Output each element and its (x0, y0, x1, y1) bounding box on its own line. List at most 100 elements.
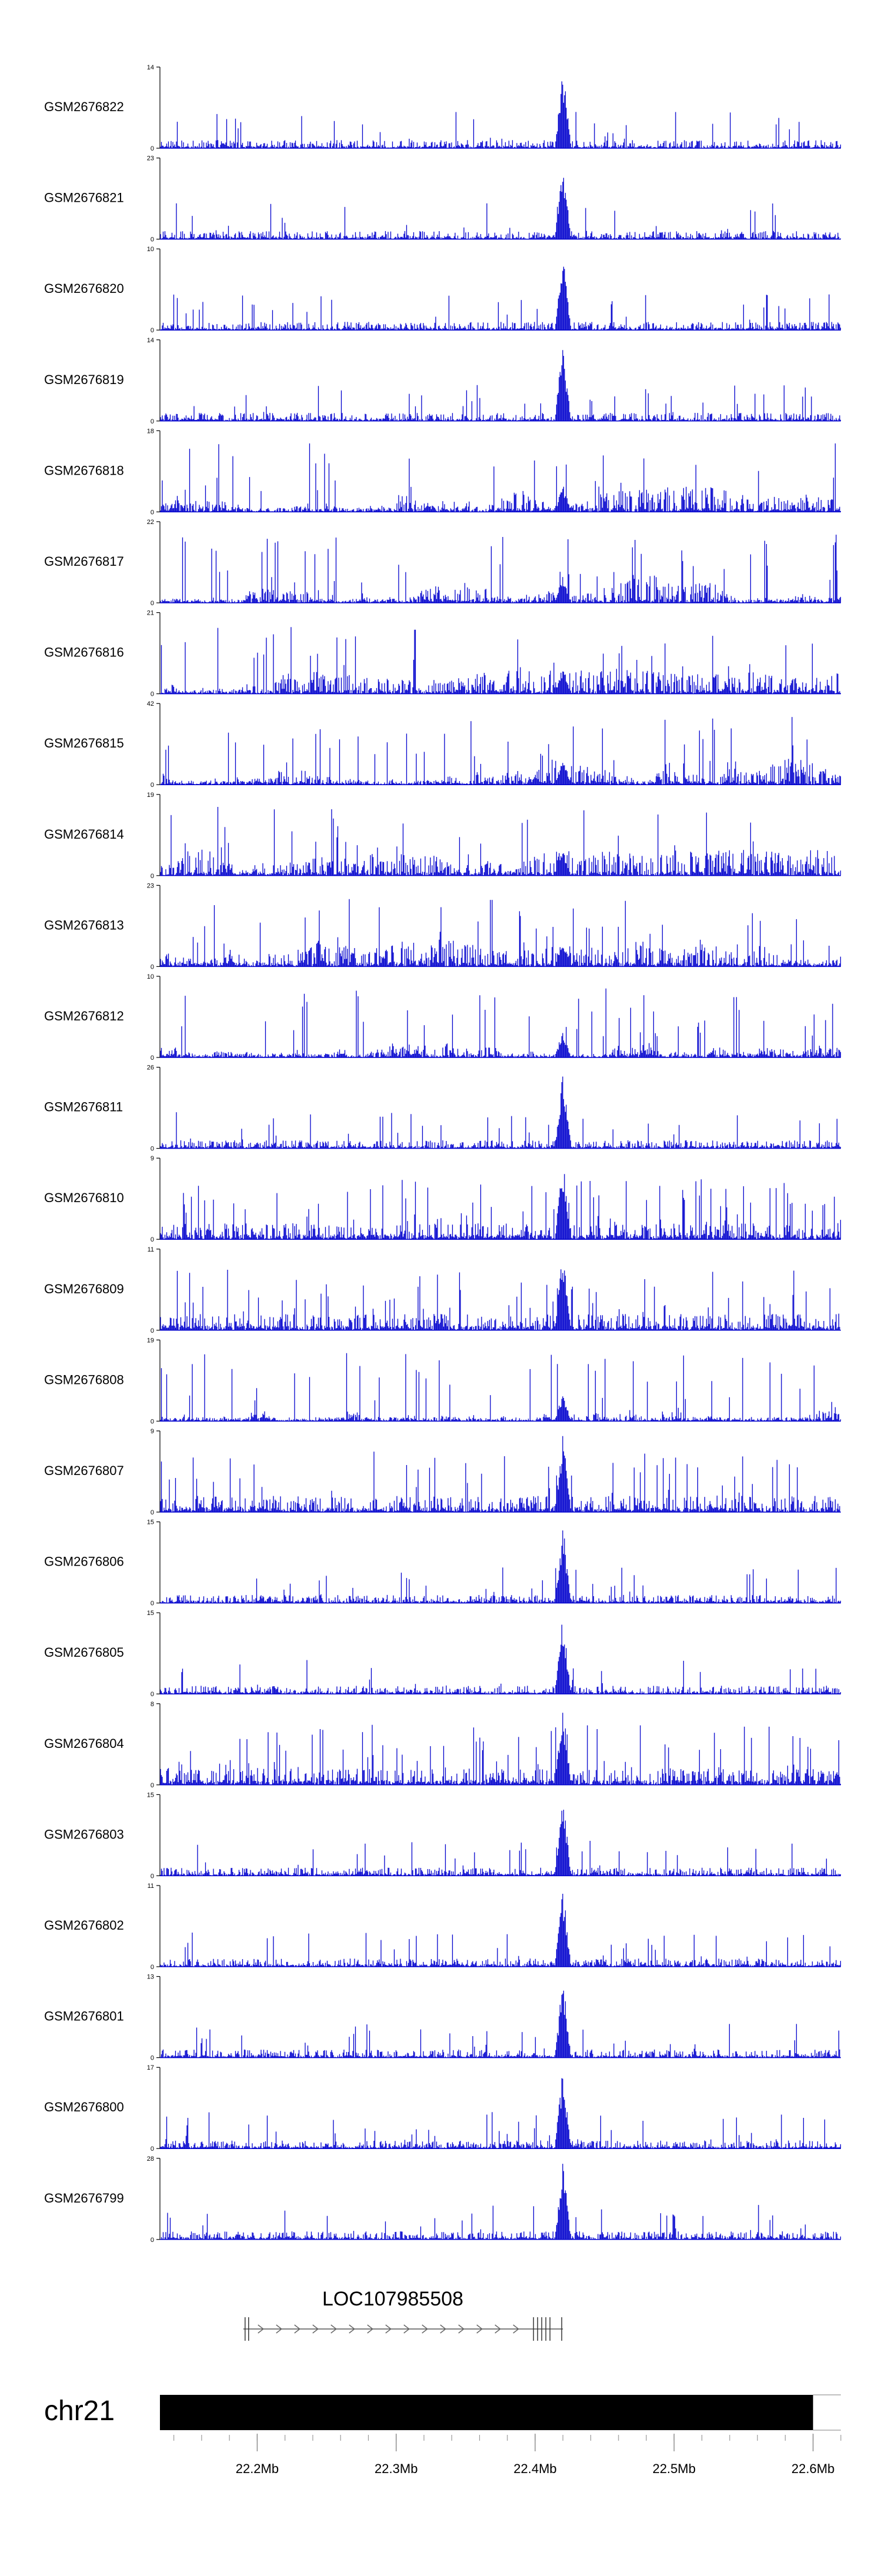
y-max-label: 11 (148, 1883, 154, 1890)
y-max-label: 19 (147, 1337, 154, 1344)
strand-arrow-icon (367, 2324, 374, 2334)
track-GSM2676799: GSM2676799 28 0 (44, 2155, 841, 2244)
y-min-label: 0 (151, 873, 154, 880)
coverage-bars (160, 807, 841, 876)
track-label: GSM2676817 (44, 554, 124, 569)
track-label: GSM2676810 (44, 1190, 124, 1205)
track-GSM2676802: GSM2676802 11 0 (44, 1883, 841, 1971)
track-label: GSM2676800 (44, 2100, 124, 2114)
y-max-label: 10 (147, 973, 154, 980)
y-min-label: 0 (151, 1873, 154, 1880)
coverage-bars (160, 535, 841, 603)
track-label: GSM2676805 (44, 1645, 124, 1660)
y-max-label: 42 (147, 700, 154, 708)
y-min-label: 0 (151, 327, 154, 334)
track-GSM2676803: GSM2676803 15 0 (44, 1791, 841, 1880)
track-label: GSM2676804 (44, 1736, 124, 1751)
y-max-label: 15 (147, 1791, 154, 1798)
y-min-label: 0 (151, 1782, 154, 1789)
track-label: GSM2676806 (44, 1554, 124, 1569)
track-GSM2676812: GSM2676812 10 0 (44, 973, 841, 1062)
track-label: GSM2676818 (44, 463, 124, 478)
track-GSM2676801: GSM2676801 13 0 (44, 1974, 841, 2062)
gene-annotation: LOC107985508 (243, 2288, 563, 2341)
y-max-label: 11 (148, 1246, 154, 1253)
strand-arrow-icon (476, 2324, 483, 2334)
strand-arrow-icon (495, 2324, 502, 2334)
coverage-tracks: GSM2676822140GSM2676821230GSM2676820100G… (44, 64, 841, 2244)
y-min-label: 0 (151, 2145, 154, 2153)
y-min-label: 0 (151, 145, 154, 152)
y-min-label: 0 (151, 1964, 154, 1971)
chromosome-outline (813, 2394, 841, 2431)
track-GSM2676814: GSM2676814 19 0 (44, 792, 841, 880)
track-GSM2676804: GSM2676804 8 0 (44, 1701, 841, 1789)
chromosome-filled-region (160, 2395, 813, 2430)
coverage-bars (160, 350, 841, 421)
y-max-label: 14 (147, 64, 154, 71)
strand-arrow-icon (258, 2324, 265, 2334)
track-GSM2676818: GSM2676818 18 0 (44, 428, 841, 516)
coverage-bars (160, 1894, 841, 1967)
track-GSM2676813: GSM2676813 23 0 (44, 882, 841, 970)
track-GSM2676822: GSM2676822 14 0 (44, 64, 841, 152)
strand-arrow-icon (422, 2324, 429, 2334)
y-max-label: 18 (147, 428, 154, 435)
track-label: GSM2676820 (44, 281, 124, 296)
coverage-bars (160, 81, 841, 148)
strand-arrow-icon (440, 2324, 447, 2334)
y-max-label: 9 (151, 1428, 154, 1435)
y-max-label: 23 (147, 155, 154, 162)
y-max-label: 9 (151, 1155, 154, 1162)
y-max-label: 15 (147, 1610, 154, 1617)
track-label: GSM2676809 (44, 1282, 124, 1296)
genomic-axis: 22.2Mb 22.3Mb 22.4Mb 22.5Mb 22.6Mb (173, 2434, 841, 2476)
coverage-bars (161, 266, 841, 331)
coverage-bars (160, 1810, 841, 1876)
strand-arrow-icon (513, 2324, 520, 2334)
axis-tick-label: 22.6Mb (791, 2461, 834, 2476)
axis-tick-label: 22.4Mb (513, 2461, 556, 2476)
strand-arrow-icon (403, 2324, 410, 2334)
y-min-label: 0 (151, 600, 154, 607)
y-min-label: 0 (151, 1691, 154, 1698)
track-GSM2676809: GSM2676809 11 0 (44, 1246, 841, 1334)
y-max-label: 15 (147, 1519, 154, 1526)
track-label: GSM2676813 (44, 917, 124, 932)
track-GSM2676807: GSM2676807 9 0 (44, 1428, 841, 1516)
track-label: GSM2676815 (44, 736, 124, 750)
coverage-bars (160, 1353, 841, 1422)
coverage-bars (160, 1530, 841, 1603)
y-min-label: 0 (151, 691, 154, 698)
y-min-label: 0 (151, 509, 154, 516)
y-min-label: 0 (151, 1146, 154, 1153)
y-max-label: 17 (147, 2064, 154, 2071)
track-label: GSM2676822 (44, 99, 124, 114)
track-label: GSM2676812 (44, 1009, 124, 1023)
coverage-bars (160, 1174, 841, 1240)
coverage-bars (160, 1713, 841, 1785)
track-GSM2676811: GSM2676811 26 0 (44, 1065, 841, 1153)
track-label: GSM2676803 (44, 1827, 124, 1841)
gene-label: LOC107985508 (322, 2288, 463, 2310)
y-max-label: 14 (147, 337, 154, 344)
y-min-label: 0 (151, 1236, 154, 1243)
strand-arrow-icon (385, 2324, 392, 2334)
track-GSM2676800: GSM2676800 17 0 (44, 2064, 841, 2153)
coverage-bars (160, 1269, 840, 1330)
track-label: GSM2676811 (44, 1100, 123, 1115)
track-label: GSM2676801 (44, 2009, 124, 2024)
track-label: GSM2676821 (44, 191, 124, 205)
coverage-bars (160, 899, 841, 967)
track-label: GSM2676808 (44, 1372, 124, 1387)
coverage-bars (160, 2078, 841, 2149)
coverage-bars (160, 1624, 841, 1694)
y-max-label: 21 (147, 610, 154, 617)
y-min-label: 0 (151, 963, 154, 970)
y-min-label: 0 (151, 1509, 154, 1516)
y-min-label: 0 (151, 1600, 154, 1607)
track-GSM2676808: GSM2676808 19 0 (44, 1337, 841, 1425)
y-max-label: 23 (147, 882, 154, 889)
coverage-bars (161, 2164, 841, 2240)
